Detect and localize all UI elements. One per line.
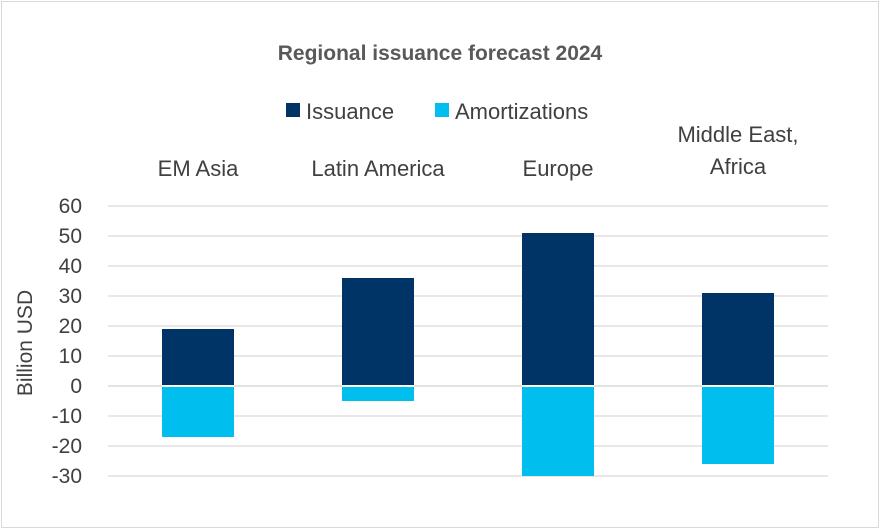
category-labels: EM Asia Latin America Europe Middle East, Af… (158, 122, 799, 181)
bar-amortizations-0 (162, 386, 234, 437)
bar-issuance-0 (162, 329, 234, 386)
category-label: Europe (523, 156, 594, 181)
legend: Issuance Amortizations (286, 99, 588, 124)
y-axis-label: Billion USD (14, 290, 37, 396)
chart-title: Regional issuance forecast 2024 (278, 42, 603, 65)
y-axis-ticks: 60 50 40 30 20 10 0 -10 -20 -30 (52, 195, 82, 488)
bar-issuance-1 (342, 278, 414, 386)
category-label: Latin America (311, 156, 445, 181)
category-label: Middle East, (677, 122, 798, 147)
legend-swatch-issuance (286, 103, 300, 117)
y-tick-label: 40 (59, 255, 82, 278)
legend-label-amortizations: Amortizations (455, 99, 588, 124)
y-tick-label: -10 (52, 405, 82, 428)
y-tick-label: 60 (59, 195, 82, 218)
y-tick-label: -20 (52, 435, 82, 458)
bars (162, 233, 774, 476)
category-label: EM Asia (158, 156, 239, 181)
category-label: Africa (710, 154, 767, 179)
y-tick-label: -30 (52, 465, 82, 488)
bar-issuance-2 (522, 233, 594, 386)
y-tick-label: 50 (59, 225, 82, 248)
y-tick-label: 20 (59, 315, 82, 338)
bar-amortizations-3 (702, 386, 774, 464)
y-tick-label: 30 (59, 285, 82, 308)
bar-amortizations-1 (342, 386, 414, 401)
bar-amortizations-2 (522, 386, 594, 476)
y-tick-label: 10 (59, 345, 82, 368)
legend-label-issuance: Issuance (306, 99, 394, 124)
y-tick-label: 0 (70, 375, 82, 398)
legend-swatch-amortizations (435, 103, 449, 117)
bar-issuance-3 (702, 293, 774, 386)
